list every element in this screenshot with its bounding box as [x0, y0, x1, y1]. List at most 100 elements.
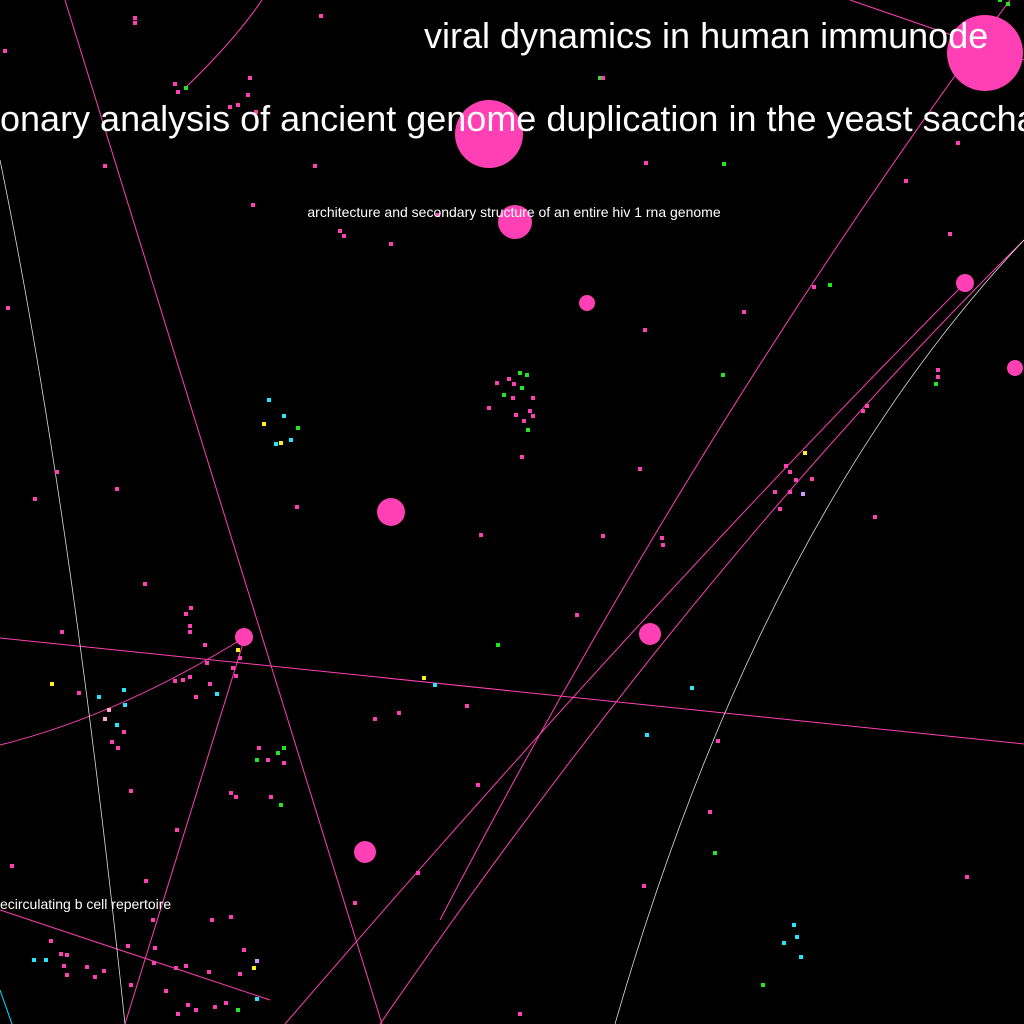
dot	[713, 851, 717, 855]
dot	[122, 730, 126, 734]
dot	[313, 164, 317, 168]
dot	[175, 828, 179, 832]
dot	[116, 746, 120, 750]
dot	[531, 414, 535, 418]
dot	[143, 582, 147, 586]
dot	[236, 648, 240, 652]
dot	[416, 871, 420, 875]
dot	[207, 970, 211, 974]
dot	[205, 661, 209, 665]
dot	[238, 972, 242, 976]
dot	[255, 959, 259, 963]
dot	[103, 164, 107, 168]
dot	[176, 90, 180, 94]
dot	[236, 1008, 240, 1012]
dot	[511, 396, 515, 400]
dot	[77, 691, 81, 695]
nodes	[235, 15, 1023, 863]
dot	[601, 534, 605, 538]
dot	[173, 82, 177, 86]
dot	[644, 161, 648, 165]
dot	[934, 382, 938, 386]
edge	[0, 909, 271, 1001]
dot	[784, 464, 788, 468]
dot	[151, 918, 155, 922]
dot	[936, 375, 940, 379]
node	[1007, 360, 1023, 376]
dot	[782, 941, 786, 945]
dot	[742, 310, 746, 314]
dot	[215, 692, 219, 696]
dot	[252, 966, 256, 970]
dot	[518, 371, 522, 375]
dot	[276, 751, 280, 755]
dot	[865, 404, 869, 408]
node-label: viral dynamics in human immunode	[424, 15, 988, 56]
dot	[936, 368, 940, 372]
dot	[801, 492, 805, 496]
edge	[0, 637, 1024, 745]
dot	[251, 203, 255, 207]
dot	[761, 983, 765, 987]
dot	[65, 953, 69, 957]
node	[639, 623, 661, 645]
node-label: architecture and secondary structure of …	[307, 204, 720, 220]
dot	[60, 630, 64, 634]
dot	[716, 739, 720, 743]
dot	[144, 879, 148, 883]
dot	[55, 470, 59, 474]
dot	[788, 470, 792, 474]
dot	[773, 490, 777, 494]
dot	[174, 966, 178, 970]
dot	[598, 76, 602, 80]
dot	[210, 918, 214, 922]
dot	[6, 306, 10, 310]
dot	[44, 958, 48, 962]
dot	[186, 1003, 190, 1007]
dot	[246, 93, 250, 97]
dot	[518, 1012, 522, 1016]
dot	[502, 393, 506, 397]
dot	[803, 451, 807, 455]
dot	[282, 414, 286, 418]
dot	[289, 438, 293, 442]
dot	[65, 973, 69, 977]
dot	[342, 234, 346, 238]
dot	[799, 955, 803, 959]
dot	[661, 543, 665, 547]
dot	[353, 901, 357, 905]
dot	[176, 1012, 180, 1016]
dots	[3, 0, 1010, 1016]
dot	[708, 810, 712, 814]
dot	[208, 682, 212, 686]
dot	[181, 678, 185, 682]
dot	[189, 606, 193, 610]
dot	[1006, 2, 1010, 6]
dot	[93, 975, 97, 979]
dot	[642, 884, 646, 888]
dot	[126, 944, 130, 948]
node-label: onary analysis of ancient genome duplica…	[0, 98, 1024, 139]
dot	[107, 708, 111, 712]
dot	[389, 242, 393, 246]
node	[498, 205, 532, 239]
dot	[525, 373, 529, 377]
dot	[234, 795, 238, 799]
dot	[129, 983, 133, 987]
dot	[514, 413, 518, 417]
dot	[812, 285, 816, 289]
dot	[115, 723, 119, 727]
dot	[255, 997, 259, 1001]
dot	[496, 643, 500, 647]
dot	[638, 467, 642, 471]
dot	[436, 213, 440, 217]
dot	[129, 789, 133, 793]
edge	[64, 0, 383, 1024]
edge	[124, 636, 246, 1024]
dot	[528, 409, 532, 413]
dot	[97, 695, 101, 699]
dot	[123, 703, 127, 707]
dot	[122, 688, 126, 692]
